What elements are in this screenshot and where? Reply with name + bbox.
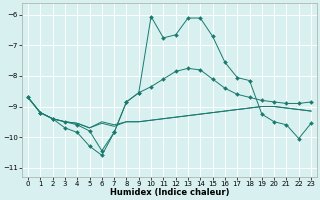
X-axis label: Humidex (Indice chaleur): Humidex (Indice chaleur) <box>110 188 229 197</box>
